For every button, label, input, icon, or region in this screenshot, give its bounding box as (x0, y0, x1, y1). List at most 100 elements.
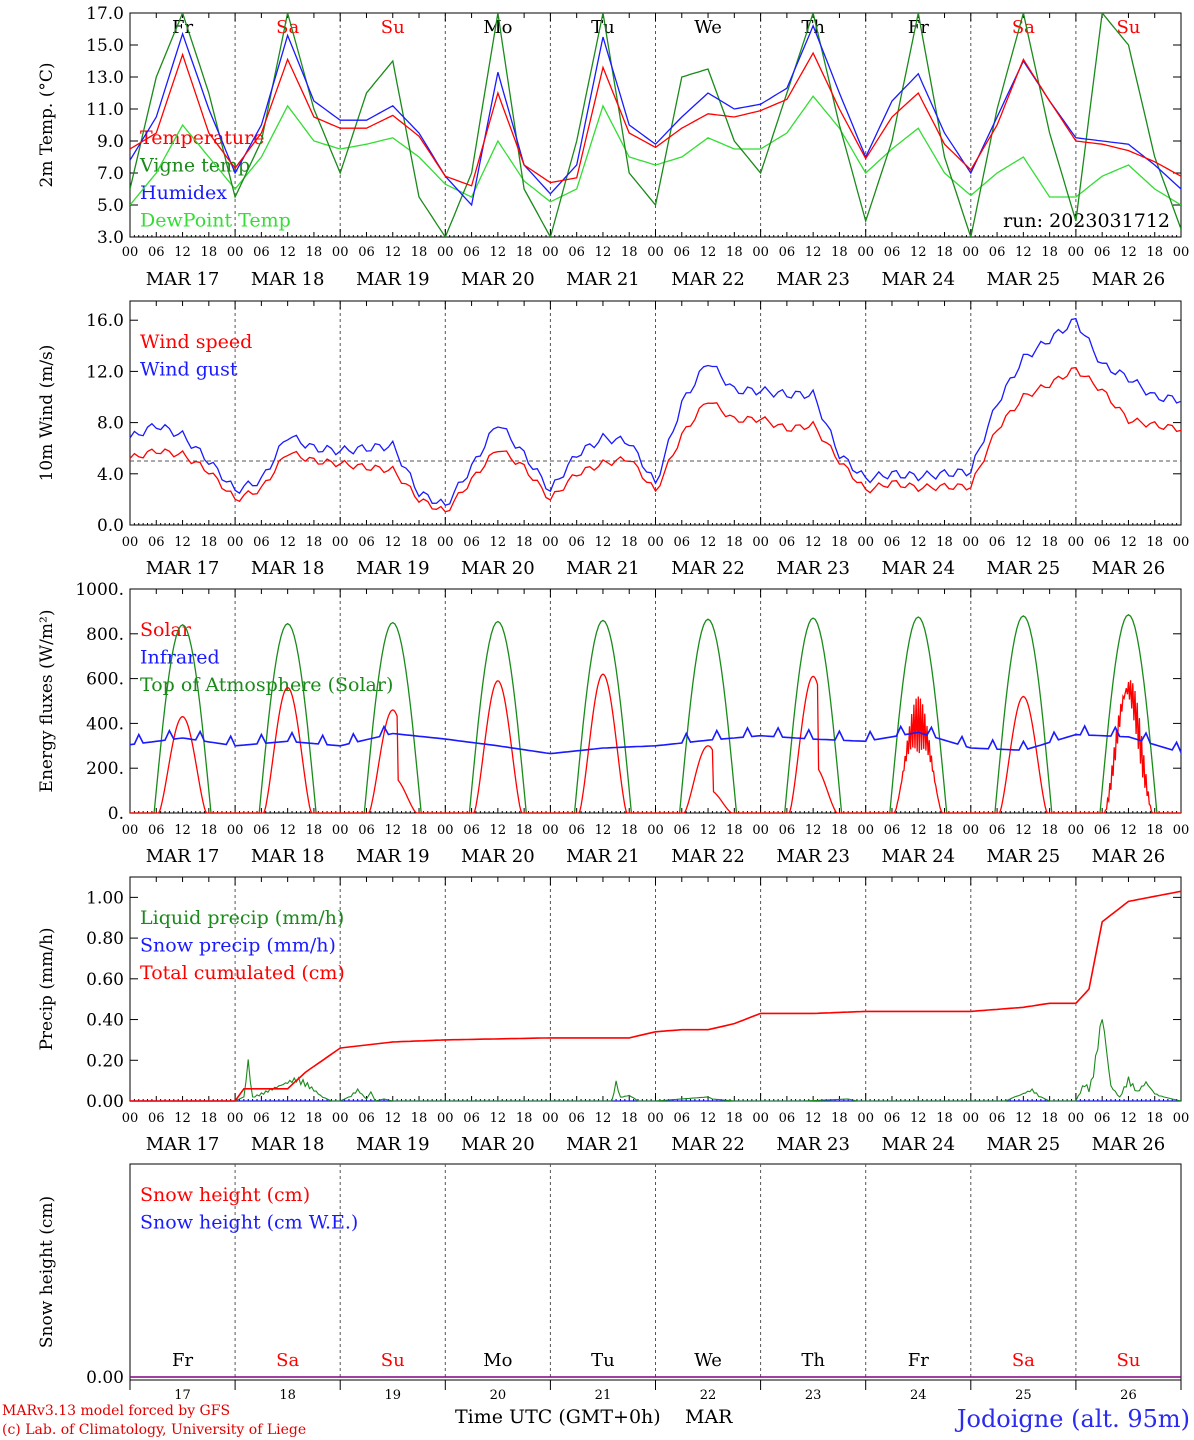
hour-tick-label: 12 (279, 1111, 296, 1126)
legend-entry: Solar (140, 619, 192, 641)
hour-tick-label: 18 (621, 1111, 638, 1126)
hour-tick-label: 06 (253, 1111, 270, 1126)
series-line (129, 366, 1182, 513)
date-label: MAR 23 (776, 558, 850, 579)
hour-tick-label: 12 (595, 535, 612, 550)
y-tick-label: 7.0 (97, 164, 124, 184)
legend-entry: Liquid precip (mm/h) (140, 907, 344, 929)
day-name: We (694, 17, 722, 38)
y-axis-label: 2m Temp. (°C) (37, 62, 57, 187)
legend-entry: Temperature (140, 127, 264, 149)
liquid-precip-line (130, 1019, 1182, 1102)
model-credit: MARv3.13 model forced by GFS (2, 1403, 230, 1419)
legend-entry: Wind speed (140, 331, 252, 353)
hour-tick-label: 06 (358, 245, 375, 260)
legend-entry: Snow height (cm) (140, 1184, 310, 1206)
day-number: 24 (910, 1388, 927, 1403)
hour-tick-label: 06 (884, 1111, 901, 1126)
y-tick-label: 600. (86, 670, 124, 690)
hour-tick-label: 06 (989, 823, 1006, 838)
legend-entry: Snow height (cm W.E.) (140, 1212, 358, 1234)
date-label: MAR 17 (146, 269, 220, 290)
y-tick-label: 11.0 (86, 100, 124, 120)
day-name: Su (1116, 1350, 1140, 1371)
hour-tick-label: 06 (884, 245, 901, 260)
series-line (130, 24, 1181, 207)
date-label: MAR 20 (461, 1134, 535, 1155)
hour-tick-label: 06 (674, 245, 691, 260)
day-name: Th (801, 1350, 825, 1371)
hour-tick-label: 18 (201, 1111, 218, 1126)
y-axis-label: Energy fluxes (W/m²) (37, 610, 57, 793)
date-label: MAR 17 (146, 1134, 220, 1155)
date-label: MAR 26 (1092, 846, 1166, 867)
y-tick-label: 1000. (75, 580, 124, 600)
hour-tick-label: 00 (332, 823, 349, 838)
hour-tick-label: 18 (936, 823, 953, 838)
hour-tick-label: 18 (1146, 823, 1163, 838)
hour-tick-label: 12 (700, 535, 717, 550)
hour-tick-label: 00 (437, 535, 454, 550)
hour-tick-label: 06 (148, 245, 165, 260)
hour-tick-label: 18 (411, 823, 428, 838)
hour-tick-label: 06 (148, 535, 165, 550)
hour-tick-label: 00 (647, 823, 664, 838)
x-axis-month: MAR (685, 1406, 733, 1428)
y-tick-label: 0.40 (86, 1011, 124, 1031)
date-label: MAR 24 (881, 269, 955, 290)
date-label: MAR 22 (671, 1134, 745, 1155)
hour-tick-label: 12 (1120, 535, 1137, 550)
hour-tick-label: 18 (1041, 535, 1058, 550)
plot-frame (129, 588, 1182, 814)
hour-tick-label: 00 (437, 1111, 454, 1126)
y-axis-label: 10m Wind (m/s) (37, 345, 57, 482)
hour-tick-label: 18 (516, 1111, 533, 1126)
hour-tick-label: 18 (831, 535, 848, 550)
hour-tick-label: 18 (831, 245, 848, 260)
date-label: MAR 21 (566, 1134, 640, 1155)
hour-tick-label: 06 (148, 1111, 165, 1126)
y-tick-label: 0. (108, 804, 124, 824)
hour-tick-label: 06 (674, 1111, 691, 1126)
hour-tick-label: 00 (963, 823, 980, 838)
hour-tick-label: 18 (201, 823, 218, 838)
hour-tick-label: 00 (227, 1111, 244, 1126)
series-line (130, 51, 1181, 187)
day-name: Sa (1012, 1350, 1035, 1371)
day-number: 22 (700, 1388, 717, 1403)
hour-tick-label: 06 (779, 245, 796, 260)
hour-tick-label: 00 (542, 245, 559, 260)
date-label: MAR 21 (566, 846, 640, 867)
date-label: MAR 20 (461, 269, 535, 290)
series-group (130, 13, 1181, 237)
series-line (130, 13, 1181, 237)
date-label: MAR 22 (671, 558, 745, 579)
hour-tick-label: 06 (674, 535, 691, 550)
hour-tick-label: 00 (963, 1111, 980, 1126)
hour-tick-label: 12 (174, 823, 191, 838)
date-label: MAR 18 (251, 558, 325, 579)
day-number: 20 (490, 1388, 507, 1403)
date-label: MAR 26 (1092, 269, 1166, 290)
hour-tick-label: 00 (1068, 535, 1085, 550)
hour-tick-label: 18 (936, 535, 953, 550)
hour-tick-label: 18 (726, 535, 743, 550)
hour-tick-label: 00 (1068, 823, 1085, 838)
day-number: 18 (279, 1388, 296, 1403)
date-label: MAR 23 (776, 269, 850, 290)
hour-tick-label: 00 (647, 535, 664, 550)
date-label: MAR 25 (987, 1134, 1061, 1155)
hour-tick-label: 18 (306, 245, 323, 260)
day-name: Sa (1012, 17, 1035, 38)
date-label: MAR 21 (566, 269, 640, 290)
day-name: Sa (276, 1350, 299, 1371)
y-tick-label: 16.0 (86, 311, 124, 331)
hour-tick-label: 00 (1173, 535, 1190, 550)
hour-tick-label: 00 (752, 245, 769, 260)
hour-tick-label: 06 (779, 1111, 796, 1126)
hour-tick-label: 18 (726, 245, 743, 260)
day-name: Fr (908, 17, 929, 38)
date-label: MAR 20 (461, 558, 535, 579)
hour-tick-label: 00 (122, 1111, 139, 1126)
hour-tick-label: 12 (279, 245, 296, 260)
